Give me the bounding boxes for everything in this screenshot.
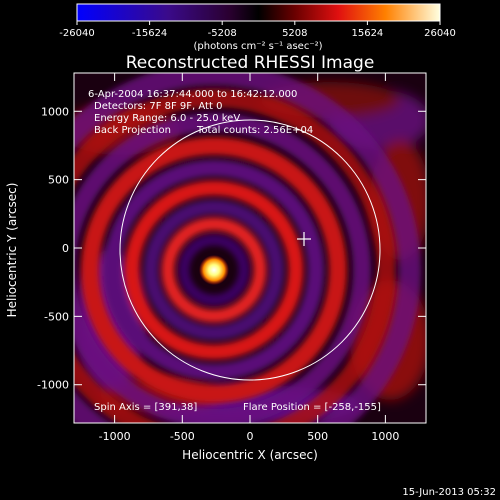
colorbar-tick-label: 26040 [424,28,456,39]
axis-ticks: -1000 -500 0 500 1000 1000 500 0 -500 -1000 [37,73,426,443]
plot-area [74,73,426,423]
colorbar-ticks: -26040 -15624 -5208 5208 15624 26040 [59,21,456,39]
colorbar-frame [76,3,441,22]
solar-limb-circle [119,119,381,381]
y-tick-label: 0 [62,242,69,255]
y-tick-label: 500 [48,174,69,187]
flare-source [199,255,229,285]
colorbar-units-label: (photons cm⁻² s⁻¹ asec⁻²) [193,41,322,52]
colorbar-tick-label: 15624 [351,28,383,39]
time-range-label: 6-Apr-2004 16:37:44.000 to 16:42:12.000 [88,89,297,100]
total-counts-label: Total counts: 2.56E+04 [196,125,313,136]
y-tick-label: -500 [44,310,69,323]
x-tick-label: -500 [170,430,195,443]
x-tick-label: -1000 [99,430,131,443]
colorbar-tick-label: -26040 [59,28,94,39]
y-tick-label: 1000 [41,105,69,118]
x-tick-label: 0 [247,430,254,443]
detectors-label: Detectors: 7F 8F 9F, Att 0 [94,101,222,112]
y-axis-label: Heliocentric Y (arcsec) [5,183,19,318]
chart-title: Reconstructed RHESSI Image [126,53,375,73]
method-label: Back Projection [94,125,171,136]
x-tick-label: 500 [307,430,328,443]
colorbar-tick-label: -15624 [132,28,167,39]
colorbar: -26040 -15624 -5208 5208 15624 26040 (photons… [59,3,456,52]
x-tick-label: 1000 [371,430,399,443]
colorbar-tick-label: 5208 [282,28,307,39]
colorbar-gradient [77,4,440,21]
energy-range-label: Energy Range: 6.0 - 25.0 keV [94,113,240,124]
spin-axis-cross-icon [297,232,311,246]
spin-axis-label: Spin Axis = [391,38] [94,402,197,413]
y-tick-label: -1000 [37,379,69,392]
colorbar-tick-label: -5208 [208,28,237,39]
source-rings [74,73,421,423]
x-axis-label: Heliocentric X (arcsec) [182,448,318,462]
timestamp: 15-Jun-2013 05:32 [402,487,496,498]
flare-position-label: Flare Position = [-258,-155] [243,402,381,413]
